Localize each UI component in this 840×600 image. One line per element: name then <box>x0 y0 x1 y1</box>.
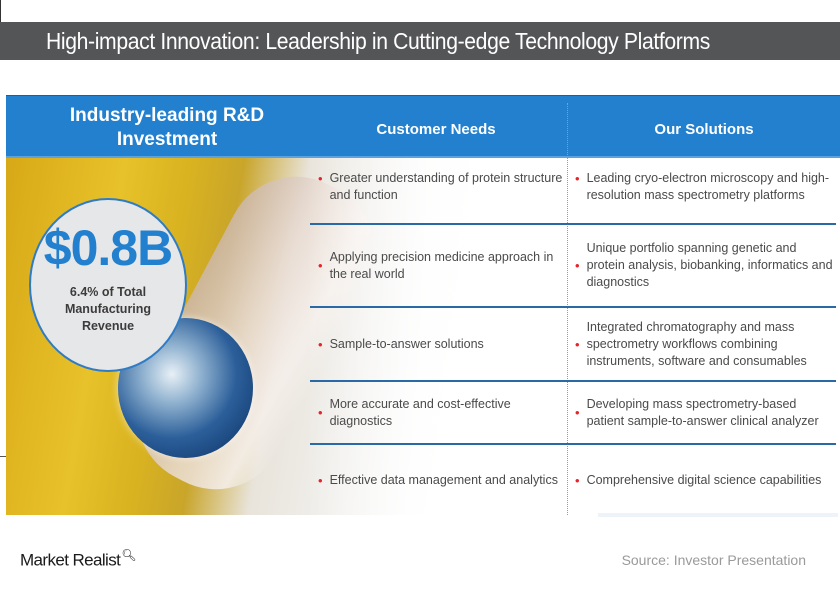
table-row: • Applying precision medicine approach i… <box>310 225 836 308</box>
solution-text: Integrated chromatography and mass spect… <box>586 319 807 368</box>
bullet-icon: • <box>575 336 580 352</box>
need-cell: • Effective data management and analytic… <box>318 445 563 515</box>
need-text: More accurate and cost-effective diagnos… <box>329 396 511 428</box>
header-band: Industry-leading R&D Investment Customer… <box>6 95 840 158</box>
slide-title-bar: High-impact Innovation: Leadership in Cu… <box>0 22 840 60</box>
bullet-icon: • <box>318 258 323 273</box>
solution-cell: • Developing mass spectrometry-based pat… <box>575 382 837 443</box>
bullet-icon: • <box>318 472 323 488</box>
need-text: Greater understanding of protein structu… <box>329 171 563 202</box>
solution-cell: • Leading cryo-electron microscopy and h… <box>575 158 837 223</box>
need-text: Effective data management and analytics <box>329 472 558 487</box>
solution-text: Developing mass spectrometry-based patie… <box>586 396 819 428</box>
slide-body: Industry-leading R&D Investment Customer… <box>6 95 840 515</box>
bullet-icon: • <box>318 171 323 186</box>
subtitle-line2: Manufacturing <box>64 302 152 316</box>
table-row: • Effective data management and analytic… <box>310 445 836 515</box>
need-cell: • Sample-to-answer solutions <box>318 308 563 380</box>
logo-text: Market Realist <box>20 550 121 570</box>
rd-value-circle: $0.8B 6.4% of Total Manufacturing Revenu… <box>29 198 187 372</box>
bullet-icon: • <box>575 171 580 186</box>
need-cell: • More accurate and cost-effective diagn… <box>318 382 563 443</box>
table-row: • Sample-to-answer solutions • Integrate… <box>310 308 836 382</box>
table-row: • More accurate and cost-effective diagn… <box>310 382 836 445</box>
rd-investment-value: $0.8B <box>43 220 173 276</box>
solution-cell: • Integrated chromatography and mass spe… <box>575 308 837 380</box>
bullet-icon: • <box>575 405 580 420</box>
bullet-icon: • <box>575 472 580 488</box>
need-text: Applying precision medicine approach in … <box>329 249 554 281</box>
rd-header-line2: Investment <box>116 129 218 150</box>
our-solutions-header: Our Solutions <box>654 121 754 138</box>
table-row: • Greater understanding of protein struc… <box>310 158 836 225</box>
background-photo <box>6 158 606 515</box>
solution-cell: • Comprehensive digital science capabili… <box>575 445 837 515</box>
need-cell: • Greater understanding of protein struc… <box>318 158 563 223</box>
market-realist-logo: Market Realist🔍︎ <box>20 548 136 571</box>
bullet-icon: • <box>318 336 323 352</box>
rd-header-line1: Industry-leading R&D <box>69 105 265 126</box>
bullet-icon: • <box>318 405 323 420</box>
need-text: Sample-to-answer solutions <box>329 336 484 351</box>
rd-investment-header: Industry-leading R&D Investment <box>6 104 328 152</box>
slide-title: High-impact Innovation: Leadership in Cu… <box>46 28 710 54</box>
solution-text: Unique portfolio spanning genetic and pr… <box>586 241 833 289</box>
magnifier-icon: 🔍︎ <box>121 548 136 562</box>
subtitle-line1: 6.4% of Total <box>69 285 147 299</box>
solution-text: Leading cryo-electron microscopy and hig… <box>586 171 830 202</box>
bottom-strip <box>598 513 838 517</box>
solution-text: Comprehensive digital science capabiliti… <box>586 472 822 487</box>
left-tick-mark <box>0 456 6 457</box>
rd-investment-subtitle: 6.4% of Total Manufacturing Revenue <box>31 284 185 335</box>
corner-line <box>0 0 1 22</box>
bullet-icon: • <box>575 258 580 273</box>
customer-needs-header: Customer Needs <box>376 121 496 138</box>
source-note: Source: Investor Presentation <box>621 552 806 568</box>
need-cell: • Applying precision medicine approach i… <box>318 225 563 306</box>
solution-cell: • Unique portfolio spanning genetic and … <box>575 225 837 306</box>
subtitle-line3: Revenue <box>81 319 135 333</box>
column-divider <box>567 103 568 515</box>
